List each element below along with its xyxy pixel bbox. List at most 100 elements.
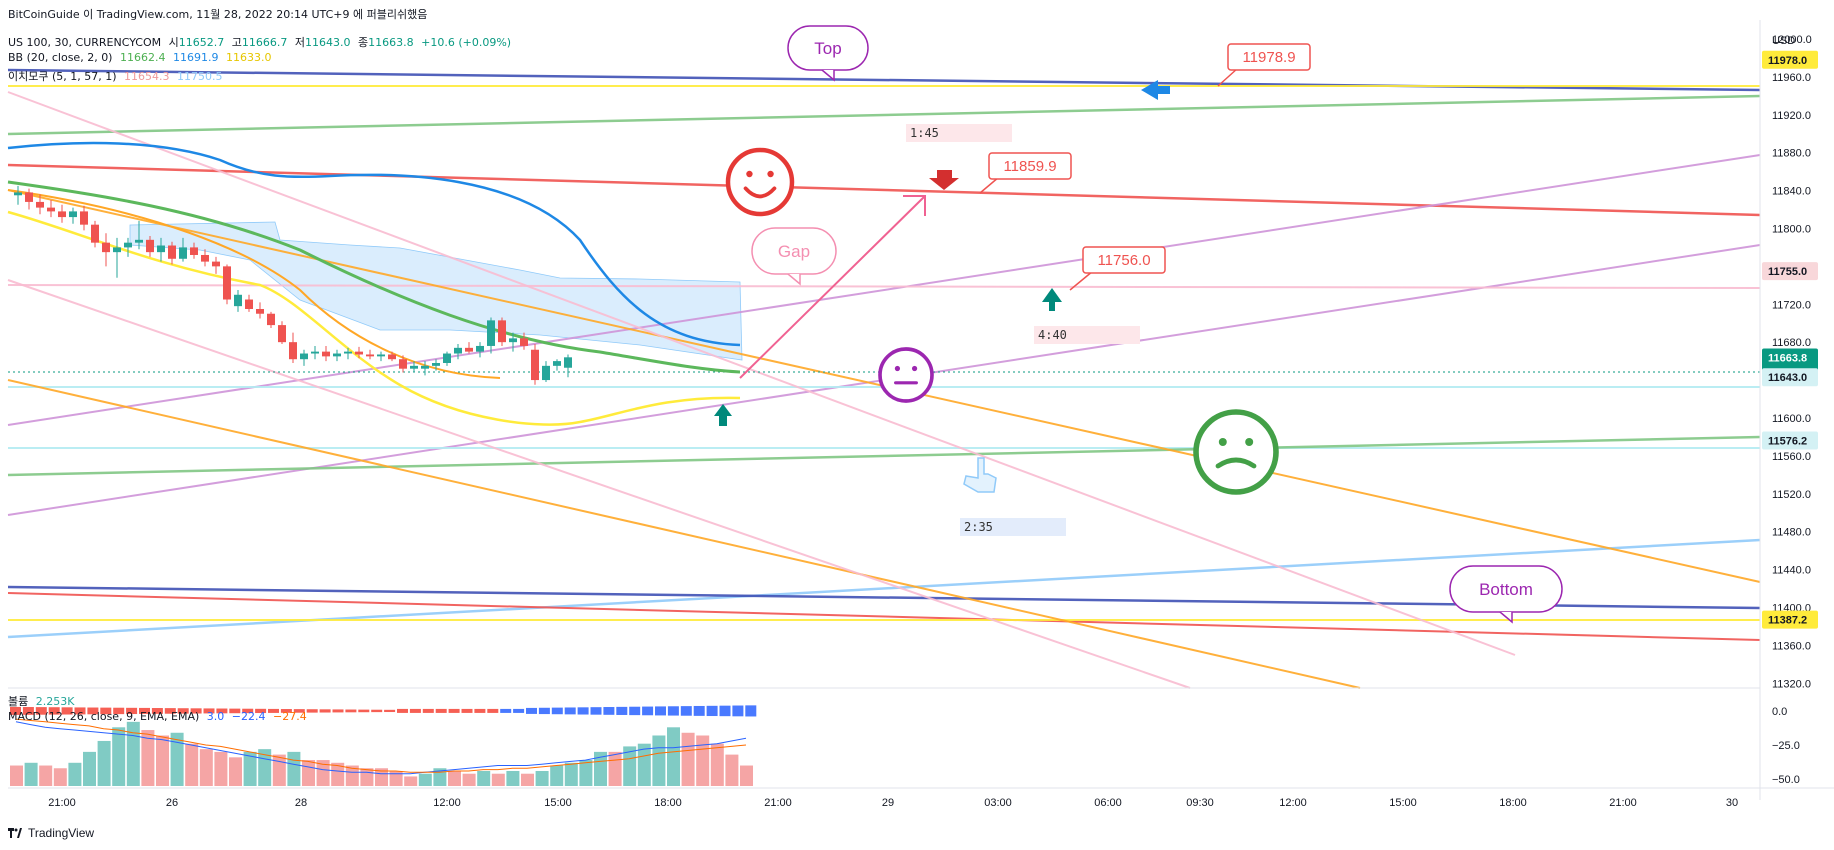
macd-histogram-bar (623, 746, 637, 786)
candle-body (245, 299, 253, 309)
candle-body (531, 349, 539, 381)
volume-bar (280, 709, 292, 713)
macd-histogram-bar (389, 770, 403, 786)
trend-line (7, 592, 1761, 641)
volume-bar (655, 706, 666, 716)
bb-legend[interactable]: BB (20, close, 2, 0) 11662.4 11691.9 116… (8, 51, 275, 64)
volume-bar (306, 709, 318, 713)
volume-bar (151, 708, 163, 714)
symbol-label[interactable]: US 100, 30, CURRENCYCOM (8, 36, 162, 49)
candle-body (454, 347, 462, 354)
macd-value: 3.0 (206, 710, 225, 723)
bb-upper-line (7, 141, 741, 347)
candle-body (520, 338, 528, 346)
macd-histogram-bar (506, 770, 520, 786)
volume-bar (332, 709, 344, 713)
price-label-bg (1762, 610, 1818, 629)
ichimoku-label: 이치모쿠 (5, 1, 57, 1) (8, 70, 117, 83)
macd-histogram-bar (10, 765, 23, 786)
volume-bar (397, 708, 408, 713)
price-callout: 11859.9 (979, 152, 1072, 194)
open-label: 시 (168, 36, 179, 49)
macd-histogram-bar (287, 751, 301, 786)
down-arrow-icon (929, 170, 959, 190)
volume-bar (629, 706, 641, 716)
ichimoku-legend[interactable]: 이치모쿠 (5, 1, 57, 1) 11654.3 11750.5 (8, 68, 227, 84)
volume-bar (526, 707, 537, 714)
candle-body (113, 247, 121, 253)
time-tick: 21:00 (48, 797, 76, 809)
trend-line (7, 379, 1361, 689)
macd-histogram-bar (404, 776, 418, 786)
macd-histogram-bar (418, 773, 432, 786)
candle-body (487, 320, 495, 346)
face-mouth (1215, 457, 1257, 469)
open-value: 11652.7 (178, 36, 225, 49)
volume-bar (409, 708, 421, 713)
time-tick: 26 (166, 797, 178, 809)
candle-body (498, 320, 506, 343)
high-label: 고 (231, 36, 242, 49)
volume-bar (229, 708, 241, 714)
candle-body (443, 353, 451, 364)
volume-bar (22, 707, 34, 715)
price-label-text: 11663.8 (1768, 353, 1807, 365)
price-tick: 11720.0 (1772, 299, 1811, 311)
projection-arrow (739, 195, 926, 379)
candle-body (69, 211, 77, 218)
macd-histogram-bar (564, 762, 578, 786)
candle-body (124, 242, 132, 248)
candle-body (91, 224, 99, 243)
volume-bar (100, 707, 112, 715)
face-eye (1245, 438, 1254, 446)
macd-histogram-bar (229, 757, 242, 786)
price-label-text: 11755.0 (1768, 266, 1807, 278)
callout-bubble: Top (787, 25, 869, 82)
candle-body (465, 347, 473, 352)
time-tick: 30 (1726, 797, 1738, 809)
macd-histogram-bar (608, 751, 622, 786)
time-tick: 12:00 (1279, 797, 1307, 809)
candle-body (300, 353, 308, 360)
volume-bar (564, 707, 576, 715)
callout-pointer (1217, 67, 1239, 87)
time-tick: 09:30 (1186, 797, 1214, 809)
countdown-bg (906, 124, 1012, 142)
candle-body (355, 351, 363, 355)
macd-legend[interactable]: MACD (12, 26, close, 9, EMA, EMA) 3.0 −2… (8, 710, 311, 723)
candle-body (223, 266, 231, 300)
bubble-label: Top (814, 39, 841, 58)
volume-legend[interactable]: 볼륨 2.253K (8, 693, 78, 709)
face-eye (767, 170, 774, 178)
volume-bar (551, 707, 563, 715)
volume-bar (667, 706, 679, 716)
price-tick: 11600.0 (1772, 413, 1811, 425)
macd-histogram-bar (375, 768, 388, 786)
time-tick: 28 (295, 797, 307, 809)
callout-box (1082, 246, 1166, 274)
volume-bar (319, 709, 331, 713)
price-label-bg (1762, 368, 1818, 387)
price-tick: 11960.0 (1772, 72, 1811, 84)
face-eye (894, 365, 901, 372)
candle-body (201, 254, 209, 262)
tradingview-footer[interactable]: TradingView (8, 826, 94, 840)
candle-body (102, 242, 110, 253)
volume-bar (61, 707, 73, 715)
price-tick: 11680.0 (1772, 337, 1811, 349)
price-tick: 11520.0 (1772, 489, 1811, 501)
drawings-layer[interactable]: Top Bottom Gap 11978.9 11859.9 11756.0 1:45 4:4… (714, 25, 1563, 624)
price-callout: 11978.9 (1217, 43, 1311, 87)
macd-histogram-bar (243, 751, 257, 786)
price-label-text: 11643.0 (1768, 372, 1807, 384)
candle-body (542, 365, 550, 381)
macd-histogram-bar (112, 727, 126, 786)
volume-bar (216, 708, 228, 714)
countdown-text: 2:35 (964, 520, 993, 534)
candle-body (377, 354, 385, 357)
macd-histogram-bar (302, 760, 315, 786)
macd-histogram-bar (477, 770, 491, 786)
macd-pane[interactable] (10, 705, 757, 786)
time-tick: 12:00 (433, 797, 461, 809)
